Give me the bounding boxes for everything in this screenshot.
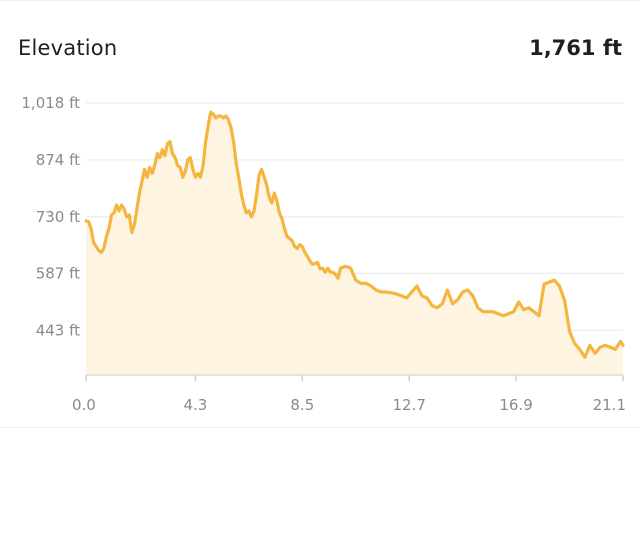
x-axis-ticks: 0.0 4.3 8.5 12.7 16.9 21.1 [72, 375, 626, 414]
y-tick-label: 1,018 ft [21, 94, 80, 112]
elevation-area-fill [86, 112, 623, 375]
top-divider [0, 0, 640, 1]
y-tick-label: 730 ft [36, 208, 80, 226]
series-line [84, 110, 625, 359]
chart-title: Elevation [18, 36, 118, 60]
x-tick-label: 0.0 [72, 396, 96, 414]
x-tick-label: 4.3 [184, 396, 208, 414]
y-tick-label: 874 ft [36, 151, 80, 169]
y-axis-ticks: 1,018 ft 874 ft 730 ft 587 ft 443 ft [21, 94, 80, 339]
x-tick-label: 8.5 [290, 396, 314, 414]
elevation-chart: 1,018 ft 874 ft 730 ft 587 ft 443 ft 0.0 4.3 8… [21, 94, 626, 414]
elevation-header: Elevation 1,761 ft [18, 36, 622, 66]
x-tick-label: 16.9 [499, 396, 532, 414]
series-area [86, 112, 623, 375]
x-tick-label: 12.7 [393, 396, 426, 414]
total-elevation: 1,761 ft [529, 36, 622, 60]
elevation-line [84, 110, 625, 359]
y-tick-label: 443 ft [36, 321, 80, 339]
bottom-divider [0, 427, 640, 428]
y-tick-label: 587 ft [36, 264, 80, 282]
x-tick-label: 21.1 [593, 396, 626, 414]
